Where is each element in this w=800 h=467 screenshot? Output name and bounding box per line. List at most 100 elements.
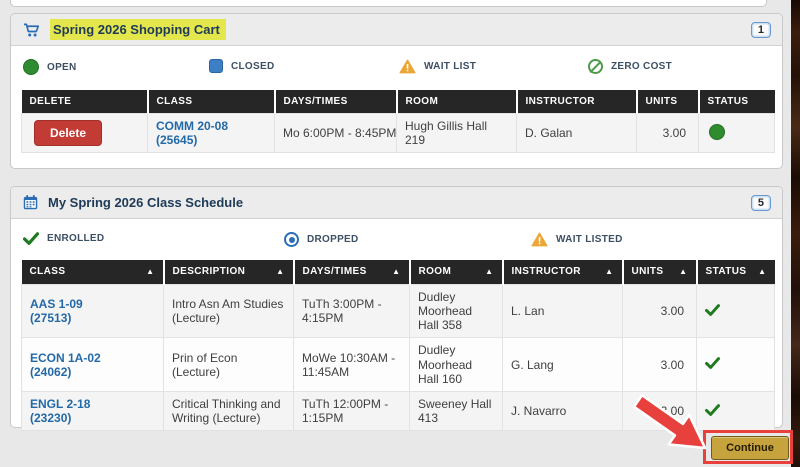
cart-legend: OPEN CLOSED WAIT LIST ZERO COST: [11, 46, 782, 90]
units-cell: 3.00: [622, 283, 697, 339]
waitlist-warning-icon: [399, 59, 416, 74]
col-units: UNITS: [636, 90, 700, 114]
col-room-sortable[interactable]: ROOM: [409, 260, 504, 285]
enrolled-check-icon: [23, 232, 39, 245]
class-schedule-table: CLASS DESCRIPTION DAYS/TIMES ROOM INSTRU…: [21, 260, 775, 432]
legend-closed-label: CLOSED: [231, 60, 275, 72]
col-room: ROOM: [396, 90, 518, 114]
legend-dropped-label: DROPPED: [307, 234, 359, 245]
legend-enrolled-label: ENROLLED: [47, 233, 105, 244]
legend-wait-listed-label: WAIT LISTED: [556, 234, 623, 245]
sort-ascending-icon[interactable]: [605, 266, 613, 278]
class-link[interactable]: ENGL 2-18: [30, 396, 91, 411]
col-days-times-sortable[interactable]: DAYS/TIMES: [293, 260, 411, 285]
cart-count-badge: 1: [750, 21, 771, 38]
legend-open-label: OPEN: [47, 61, 77, 73]
instructor-cell: G. Lang: [502, 337, 623, 392]
schedule-title: My Spring 2026 Class Schedule: [48, 195, 244, 210]
delete-button[interactable]: Delete: [34, 120, 103, 147]
page-title: Spring 2026 Shopping Cart: [50, 19, 226, 40]
days-times-cell: TuTh 3:00PM - 4:15PM: [293, 283, 410, 339]
screen-right-edge: [791, 0, 800, 467]
room-cell: Sweeney Hall 413: [409, 390, 503, 432]
status-cell: [696, 390, 775, 432]
sort-ascending-icon[interactable]: [146, 266, 154, 278]
schedule-row-econ-1a-02: ECON 1A-02 (24062) Prin of Econ (Lecture…: [21, 337, 775, 392]
col-description-sortable[interactable]: DESCRIPTION: [163, 260, 295, 285]
days-times-cell: MoWe 10:30AM - 11:45AM: [293, 337, 410, 392]
schedule-count-badge: 5: [750, 194, 771, 211]
enrolled-check-icon: [705, 403, 720, 416]
description-cell: Intro Asn Am Studies (Lecture): [163, 283, 294, 339]
open-status-icon: [23, 59, 39, 75]
units-cell: 3.00: [636, 112, 699, 154]
days-times-cell: TuTh 12:00PM - 1:15PM: [293, 390, 410, 432]
col-instructor: INSTRUCTOR: [516, 90, 638, 114]
sort-ascending-icon[interactable]: [485, 266, 493, 278]
cart-table-header-row: DELETE CLASS DAYS/TIMES ROOM INSTRUCTOR …: [21, 90, 775, 114]
col-units-sortable[interactable]: UNITS: [622, 260, 698, 285]
enrolled-check-icon: [705, 357, 720, 370]
schedule-row-engl-2-18: ENGL 2-18 (23230) Critical Thinking and …: [21, 390, 775, 432]
shopping-cart-panel: Spring 2026 Shopping Cart 1 OPEN CLOSED …: [10, 13, 783, 169]
legend-open: OPEN: [23, 59, 77, 75]
col-status: STATUS: [698, 90, 775, 114]
room-cell: Hugh Gillis Hall 219: [396, 112, 517, 154]
legend-enrolled: ENROLLED: [23, 232, 104, 245]
instructor-cell: D. Galan: [516, 112, 637, 154]
col-class-sortable[interactable]: CLASS: [21, 260, 165, 285]
class-link[interactable]: AAS 1-09: [30, 297, 83, 312]
units-cell: 3.00: [622, 390, 697, 432]
description-cell: Critical Thinking and Writing (Lecture): [163, 390, 294, 432]
shopping-cart-header: Spring 2026 Shopping Cart 1: [11, 14, 782, 46]
class-schedule-header: My Spring 2026 Class Schedule 5: [11, 187, 782, 219]
units-cell: 3.00: [622, 337, 697, 392]
col-status-sortable[interactable]: STATUS: [696, 260, 775, 285]
shopping-cart-table: DELETE CLASS DAYS/TIMES ROOM INSTRUCTOR …: [21, 90, 775, 154]
class-cell: AAS 1-09 (27513): [21, 283, 164, 339]
room-cell: Dudley Moorhead Hall 358: [409, 283, 503, 339]
cart-icon: [22, 21, 41, 39]
col-instructor-sortable[interactable]: INSTRUCTOR: [502, 260, 624, 285]
class-number-link[interactable]: (24062): [30, 364, 72, 379]
dropped-icon: [284, 232, 299, 247]
legend-dropped: DROPPED: [284, 232, 359, 247]
class-schedule-panel: My Spring 2026 Class Schedule 5 ENROLLED…: [10, 186, 783, 432]
continue-button[interactable]: Continue: [711, 436, 789, 460]
legend-zero-cost: ZERO COST: [588, 59, 672, 74]
status-cell: [696, 283, 775, 339]
col-days-times: DAYS/TIMES: [274, 90, 398, 114]
cart-row-comm-20-08: Delete COMM 20-08 (25645) Mo 6:00PM - 8:…: [21, 112, 775, 154]
class-cell: ECON 1A-02 (24062): [21, 337, 164, 392]
class-link[interactable]: COMM 20-08: [156, 119, 229, 133]
delete-cell: Delete: [21, 112, 148, 154]
class-link[interactable]: ECON 1A-02: [30, 350, 101, 365]
instructor-cell: L. Lan: [502, 283, 623, 339]
sort-ascending-icon[interactable]: [392, 266, 400, 278]
calendar-icon: [22, 194, 39, 211]
schedule-legend: ENROLLED DROPPED WAIT LISTED: [11, 219, 782, 260]
zero-cost-icon: [588, 59, 603, 74]
class-cell: ENGL 2-18 (23230): [21, 390, 164, 432]
class-number-link[interactable]: (25645): [156, 133, 198, 148]
class-cell: COMM 20-08 (25645): [147, 112, 275, 154]
schedule-row-aas-1-09: AAS 1-09 (27513) Intro Asn Am Studies (L…: [21, 283, 775, 339]
class-number-link[interactable]: (27513): [30, 311, 72, 326]
room-cell: Dudley Moorhead Hall 160: [409, 337, 503, 392]
col-delete: DELETE: [21, 90, 149, 114]
legend-wait-list-label: WAIT LIST: [424, 61, 477, 72]
schedule-table-header-row: CLASS DESCRIPTION DAYS/TIMES ROOM INSTRU…: [21, 260, 775, 285]
description-cell: Prin of Econ (Lecture): [163, 337, 294, 392]
class-number-link[interactable]: (23230): [30, 411, 72, 426]
status-cell: [696, 337, 775, 392]
closed-status-icon: [209, 59, 223, 73]
sort-ascending-icon[interactable]: [679, 266, 687, 278]
status-cell: [698, 112, 775, 154]
sort-ascending-icon[interactable]: [758, 266, 766, 278]
legend-zero-cost-label: ZERO COST: [611, 61, 673, 72]
col-class: CLASS: [147, 90, 276, 114]
enrolled-check-icon: [705, 303, 720, 316]
sort-ascending-icon[interactable]: [276, 266, 284, 278]
instructor-cell: J. Navarro: [502, 390, 623, 432]
